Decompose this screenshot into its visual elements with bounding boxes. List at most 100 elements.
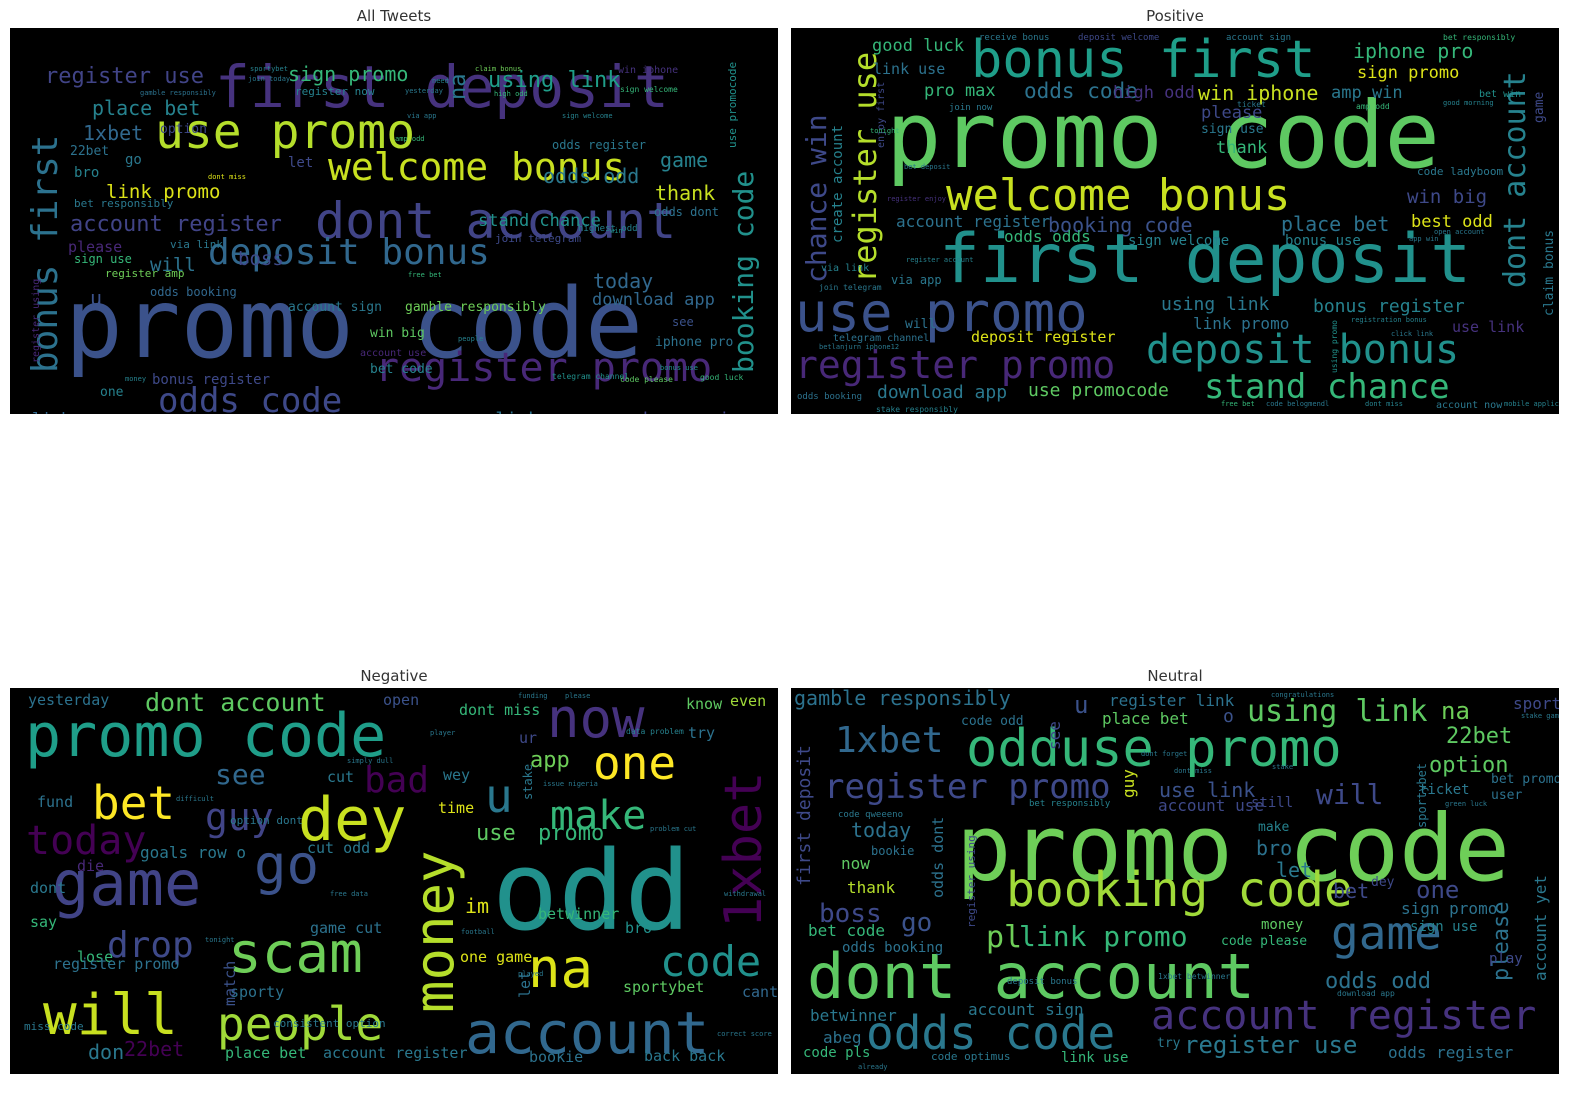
cloud-word: link promo — [106, 181, 221, 203]
cloud-word: chance win — [800, 114, 833, 283]
cloud-word: account sign — [1226, 33, 1292, 43]
cloud-word: boss — [819, 899, 882, 929]
cloud-word: bet responsibly — [1443, 33, 1516, 42]
cloud-word: odds dont — [654, 205, 720, 219]
cloud-word: go — [901, 908, 933, 938]
cloud-word: betwinner — [810, 1006, 897, 1025]
cloud-word: first deposit — [939, 220, 1472, 299]
cloud-word: money — [403, 850, 466, 1013]
cloud-word: booking code — [1006, 862, 1353, 918]
cloud-word: pl — [986, 920, 1023, 955]
cloud-word: use link — [452, 411, 539, 415]
cloud-word: join now — [949, 103, 993, 113]
cloud-word: register amp — [105, 267, 185, 280]
cloud-word: go — [254, 833, 320, 896]
cloud-word: game — [52, 847, 202, 920]
cloud-word: sportybet — [1415, 762, 1429, 828]
cloud-word: bookie — [871, 844, 915, 858]
cloud-word: registration bonus — [1351, 316, 1427, 324]
cloud-word: odds code — [866, 1006, 1116, 1060]
cloud-word: bonus register — [152, 372, 271, 388]
cloud-word: na — [528, 937, 594, 1000]
cloud-word: ticket — [1237, 100, 1266, 109]
cloud-word: register promo — [375, 345, 713, 391]
cloud-word: game — [1532, 91, 1547, 123]
cloud-word: via link — [170, 238, 223, 251]
cloud-word: see — [215, 758, 266, 791]
cloud-word: option — [160, 122, 207, 137]
cloud-word: scam — [228, 921, 363, 986]
cloud-word: telegram channel — [552, 372, 630, 381]
cloud-word: betwinner — [538, 905, 620, 923]
cloud-word: user — [1491, 788, 1523, 803]
cloud-word: free bet — [408, 271, 442, 279]
cloud-word: miss code — [24, 1020, 84, 1033]
cloud-word: click link — [1391, 330, 1434, 338]
cloud-word: match — [221, 960, 239, 1006]
cloud-word: account — [465, 999, 710, 1067]
cloud-word: odd — [492, 827, 691, 955]
cloud-word: sporty — [1513, 694, 1559, 713]
cloud-word: thank — [1216, 138, 1268, 158]
cloud-word: iphone pro — [655, 335, 734, 350]
cloud-word: odds register — [1388, 1043, 1514, 1062]
cloud-word: 1xbet betwinner — [1158, 972, 1231, 981]
cloud-word: sign use — [1201, 122, 1264, 137]
cloud-word: code qweeeno — [838, 810, 904, 820]
cloud-word: stake — [521, 763, 535, 800]
cloud-word: make — [550, 793, 647, 839]
cloud-word: bet — [92, 776, 176, 830]
cloud-word: free data — [330, 890, 368, 898]
cloud-word: dont — [30, 879, 67, 897]
cloud-word: claim bonus — [475, 65, 522, 73]
cloud-word: dont account — [1498, 71, 1533, 288]
cloud-word: 22bet — [70, 144, 110, 159]
panel-title: Positive — [1146, 7, 1204, 25]
cloud-word: sporty — [230, 983, 285, 1001]
cloud-word: cut odd — [307, 839, 371, 857]
cloud-word: account now — [1436, 400, 1503, 411]
cloud-word: code pls — [803, 1045, 871, 1061]
cloud-word: simply dull — [347, 757, 394, 765]
cloud-word: please — [565, 692, 591, 700]
cloud-word: people — [217, 997, 384, 1051]
cloud-word: even — [730, 692, 767, 710]
cloud-word: best odd — [1411, 212, 1493, 232]
cloud-word: promo code — [25, 701, 387, 771]
cloud-word: register use — [1184, 1031, 1358, 1059]
cloud-word: dont miss — [459, 701, 541, 719]
cloud-word: game — [660, 148, 709, 172]
cloud-word: odds dont — [929, 816, 947, 898]
cloud-word: drop — [107, 925, 194, 966]
cloud-word: player — [430, 729, 456, 737]
cloud-word: try — [1157, 1036, 1181, 1051]
cloud-word: bro — [74, 165, 100, 181]
cloud-word: bet — [1333, 879, 1370, 903]
cloud-word: odds register — [552, 138, 646, 152]
cloud-word: back back — [644, 1047, 726, 1065]
word-cloud: promo code first deposit use promo dont acc… — [10, 28, 778, 414]
cloud-word: die — [77, 857, 105, 875]
cloud-word: sign promo — [1401, 899, 1498, 918]
cloud-word: let — [1276, 858, 1313, 882]
cloud-word: today — [851, 818, 912, 842]
cloud-word: now — [841, 854, 870, 873]
cloud-word: u — [1074, 691, 1089, 719]
cloud-word: high odd — [494, 90, 528, 98]
cloud-word: tonight — [870, 127, 900, 135]
cloud-word: bet win — [1479, 89, 1522, 100]
cloud-word: say — [30, 913, 58, 931]
cloud-word: dey — [298, 785, 407, 855]
cloud-word: im — [465, 894, 490, 918]
cloud-word: bet responsibly — [74, 197, 174, 210]
cloud-word: tonight — [205, 936, 235, 944]
cloud-word: already — [858, 1063, 888, 1071]
cloud-word: goals row o — [140, 843, 246, 862]
cloud-word: register promo — [824, 767, 1111, 807]
cloud-word: boss — [238, 248, 284, 270]
cloud-word: good luck — [872, 36, 965, 56]
cloud-word: option dont — [230, 814, 303, 827]
cloud-word: bonus use — [1285, 233, 1361, 249]
cloud-word: account register — [896, 212, 1051, 231]
cloud-word: code please — [620, 375, 673, 384]
